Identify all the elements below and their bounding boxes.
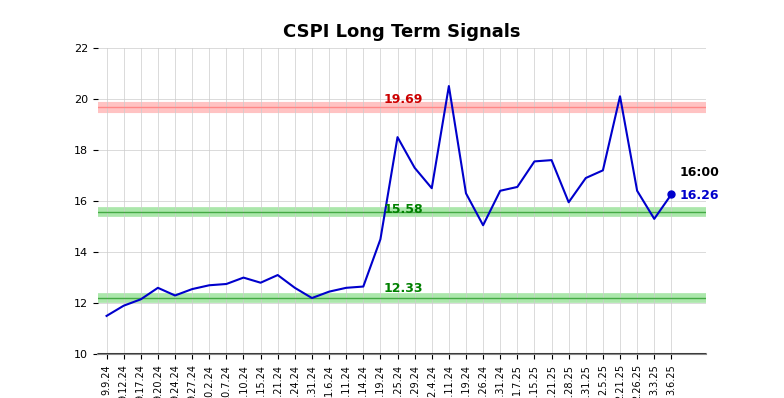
Title: CSPI Long Term Signals: CSPI Long Term Signals [283,23,521,41]
Text: 19.69: 19.69 [384,93,423,106]
Text: 16:00: 16:00 [680,166,720,179]
Text: 12.33: 12.33 [384,282,423,295]
Text: 15.58: 15.58 [384,203,423,216]
Text: 16.26: 16.26 [680,189,720,203]
